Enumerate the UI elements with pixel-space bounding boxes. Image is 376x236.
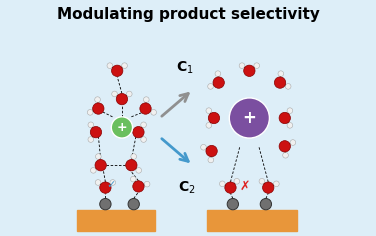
- Circle shape: [208, 112, 220, 124]
- Circle shape: [144, 97, 149, 102]
- Circle shape: [285, 84, 291, 89]
- Circle shape: [225, 182, 236, 193]
- Circle shape: [131, 154, 136, 159]
- Text: C$_2$: C$_2$: [178, 179, 196, 196]
- Circle shape: [260, 198, 271, 210]
- Circle shape: [116, 93, 127, 105]
- Circle shape: [140, 103, 151, 114]
- Circle shape: [90, 126, 102, 138]
- Circle shape: [141, 137, 146, 142]
- Circle shape: [112, 91, 117, 97]
- Circle shape: [254, 63, 259, 68]
- Circle shape: [229, 98, 270, 138]
- Circle shape: [100, 198, 111, 210]
- Circle shape: [206, 145, 217, 157]
- Circle shape: [100, 182, 111, 193]
- Circle shape: [96, 154, 101, 159]
- Circle shape: [279, 112, 290, 124]
- Circle shape: [136, 168, 141, 173]
- Circle shape: [208, 157, 214, 163]
- Circle shape: [239, 63, 245, 68]
- Circle shape: [259, 178, 265, 184]
- Text: +: +: [243, 109, 256, 127]
- Circle shape: [141, 122, 146, 128]
- Circle shape: [95, 97, 100, 102]
- Circle shape: [126, 91, 132, 97]
- Circle shape: [279, 141, 290, 152]
- Circle shape: [111, 117, 132, 138]
- Circle shape: [287, 108, 293, 114]
- Text: ✗: ✗: [240, 180, 250, 193]
- Circle shape: [283, 152, 288, 158]
- Circle shape: [201, 144, 206, 150]
- Circle shape: [273, 181, 279, 187]
- Circle shape: [206, 108, 212, 114]
- Circle shape: [208, 84, 214, 89]
- Circle shape: [133, 126, 144, 138]
- Circle shape: [206, 122, 212, 128]
- Circle shape: [92, 103, 104, 114]
- Circle shape: [91, 168, 96, 173]
- Circle shape: [290, 140, 296, 145]
- Text: +: +: [117, 121, 127, 134]
- Text: ✓: ✓: [107, 180, 116, 190]
- Circle shape: [244, 65, 255, 76]
- Circle shape: [128, 198, 139, 210]
- Circle shape: [110, 180, 115, 185]
- FancyBboxPatch shape: [77, 210, 155, 231]
- Circle shape: [88, 122, 94, 128]
- Circle shape: [151, 110, 156, 115]
- Circle shape: [215, 71, 221, 76]
- Text: C$_1$: C$_1$: [176, 59, 193, 76]
- Circle shape: [87, 110, 93, 115]
- Circle shape: [88, 137, 94, 142]
- Circle shape: [287, 122, 293, 128]
- Circle shape: [278, 71, 284, 76]
- Circle shape: [112, 65, 123, 76]
- Circle shape: [95, 180, 101, 185]
- Circle shape: [274, 77, 286, 88]
- Circle shape: [213, 77, 224, 88]
- Text: Modulating product selectivity: Modulating product selectivity: [56, 7, 320, 22]
- Circle shape: [262, 182, 274, 193]
- Circle shape: [122, 63, 127, 68]
- Circle shape: [133, 181, 144, 192]
- Circle shape: [130, 176, 136, 182]
- Circle shape: [234, 178, 240, 184]
- Circle shape: [107, 63, 113, 68]
- Circle shape: [220, 181, 225, 187]
- Circle shape: [95, 160, 106, 171]
- Circle shape: [227, 198, 238, 210]
- Circle shape: [144, 181, 150, 187]
- Circle shape: [126, 160, 137, 171]
- FancyBboxPatch shape: [207, 210, 297, 231]
